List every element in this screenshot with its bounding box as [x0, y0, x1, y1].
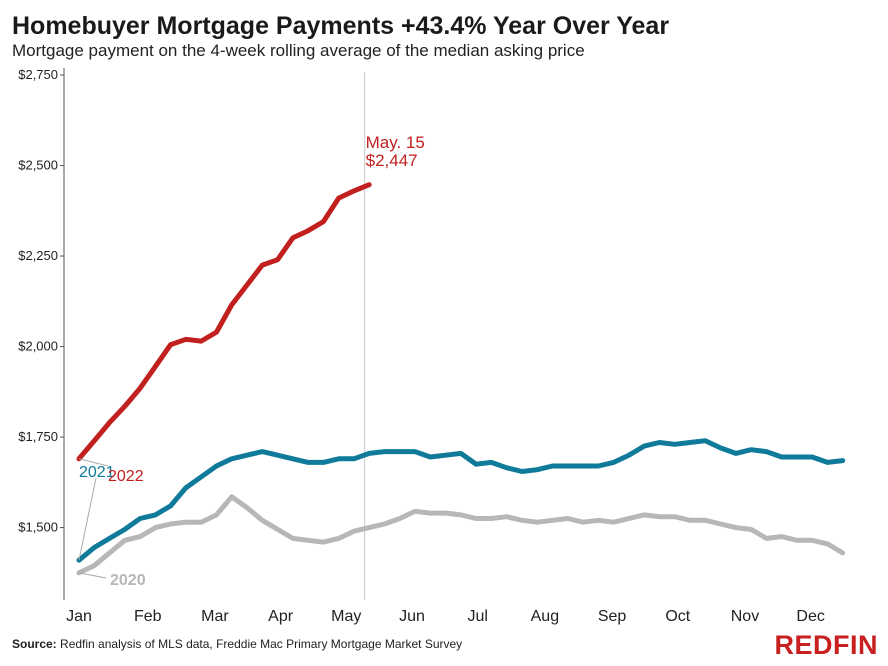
source-text: Redfin analysis of MLS data, Freddie Mac…: [56, 637, 463, 651]
source-note: Source: Redfin analysis of MLS data, Fre…: [12, 637, 462, 651]
x-tick-label: Feb: [134, 608, 162, 625]
annotation-date: May. 15: [366, 133, 425, 152]
y-tick-label: $2,000: [18, 339, 58, 354]
x-tick-label: Jan: [66, 608, 92, 625]
leader-line-2020: [78, 572, 107, 579]
source-label: Source:: [12, 637, 57, 651]
series-line-2021: [76, 438, 846, 563]
annotation-value: $2,447: [366, 151, 418, 170]
chart-title: Homebuyer Mortgage Payments +43.4% Year …: [12, 12, 670, 40]
leader-line-2021: [78, 477, 97, 561]
x-tick-label: Jun: [399, 608, 425, 625]
series-line-2020: [76, 494, 846, 576]
series-line-2022: [76, 182, 372, 462]
x-tick-label: Aug: [531, 608, 559, 625]
x-tick-label: May: [331, 608, 361, 625]
y-tick-label: $2,500: [18, 158, 58, 173]
series-label-2022: 2022: [108, 468, 144, 485]
y-tick-label: $2,750: [18, 67, 58, 82]
y-tick-label: $2,250: [18, 248, 58, 263]
y-tick-label: $1,750: [18, 429, 58, 444]
series-label-2021: 2021: [79, 464, 115, 481]
series-layer: [76, 182, 846, 576]
chart-axes: $1,500 $1,750 $2,000 $2,250 $2,500 $2,750 Jan F…: [18, 67, 825, 625]
y-tick-label: $1,500: [18, 520, 58, 535]
x-tick-label: Oct: [665, 608, 690, 625]
x-tick-label: Mar: [201, 608, 229, 625]
x-tick-label: Jul: [467, 608, 487, 625]
series-label-2020: 2020: [110, 572, 146, 589]
x-tick-label: Apr: [268, 608, 294, 625]
x-tick-label: Dec: [796, 608, 824, 625]
x-tick-label: Nov: [731, 608, 759, 625]
chart-subtitle: Mortgage payment on the 4-week rolling a…: [12, 41, 585, 60]
x-tick-label: Sep: [598, 608, 627, 625]
leader-line-2022: [78, 458, 109, 467]
redfin-logo: REDFIN: [774, 630, 878, 660]
